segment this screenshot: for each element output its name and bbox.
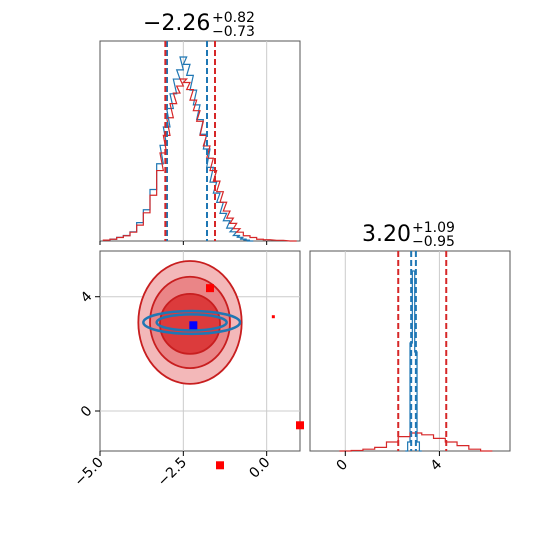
histogram-series-red [102,78,297,242]
marginal-histogram-x-title-minus: −0.73 [212,24,255,40]
x-tick-label-1: −2.5 [155,455,190,490]
marginal-histogram-x-series [102,56,297,242]
blue-point [189,321,198,330]
blue-contour-level-1 [155,313,228,332]
x-tick-label-2: 0.0 [246,455,273,482]
marginal-histogram-y-quantile-lines [397,251,448,451]
marginal-histogram-y-grid [344,251,440,451]
red-point-3 [271,315,275,319]
joint-contour-points [189,284,304,470]
marginal-histogram-x-frame [99,40,301,242]
marginal-histogram-x: −2.26 +0.82 −0.73 [99,10,301,245]
joint-contour-x-ticks: −5.0 −2.5 0.0 [71,451,273,490]
marginal-histogram-x-title-value: −2.26 [143,11,210,36]
joint-contour-panel: −5.0 −2.5 0.0 04 [71,250,304,490]
marginal-histogram-y-title: 3.20 +1.09 −0.95 [362,220,455,250]
marginal-histogram-y-title-plus: +1.09 [412,220,455,236]
marginal-histogram-x-title-plus: +0.82 [212,10,255,26]
y-tick-label-0: 0 [78,403,96,421]
joint-contour-blue-levels [142,309,242,336]
histogram-series-blue [405,270,422,452]
red-point-1 [216,461,224,470]
marginal-histogram-x-grid [99,41,268,245]
red-point-0 [206,284,214,293]
y-tick-label-1: 4 [78,289,96,307]
marginal-histogram-x-title: −2.26 +0.82 −0.73 [143,10,255,40]
x-tick-label-0: −5.0 [71,455,106,490]
marginal-histogram-y-title-value: 3.20 [362,222,411,247]
x-tick-label-0: 0 [334,457,352,475]
blue-contour-level-0 [142,309,242,336]
red-point-2 [296,421,304,430]
x-tick-label-1: 4 [428,456,446,474]
marginal-histogram-y-title-minus: −0.95 [412,234,455,250]
joint-contour-y-ticks: 04 [78,289,100,421]
marginal-histogram-x-quantile-lines [164,41,216,241]
